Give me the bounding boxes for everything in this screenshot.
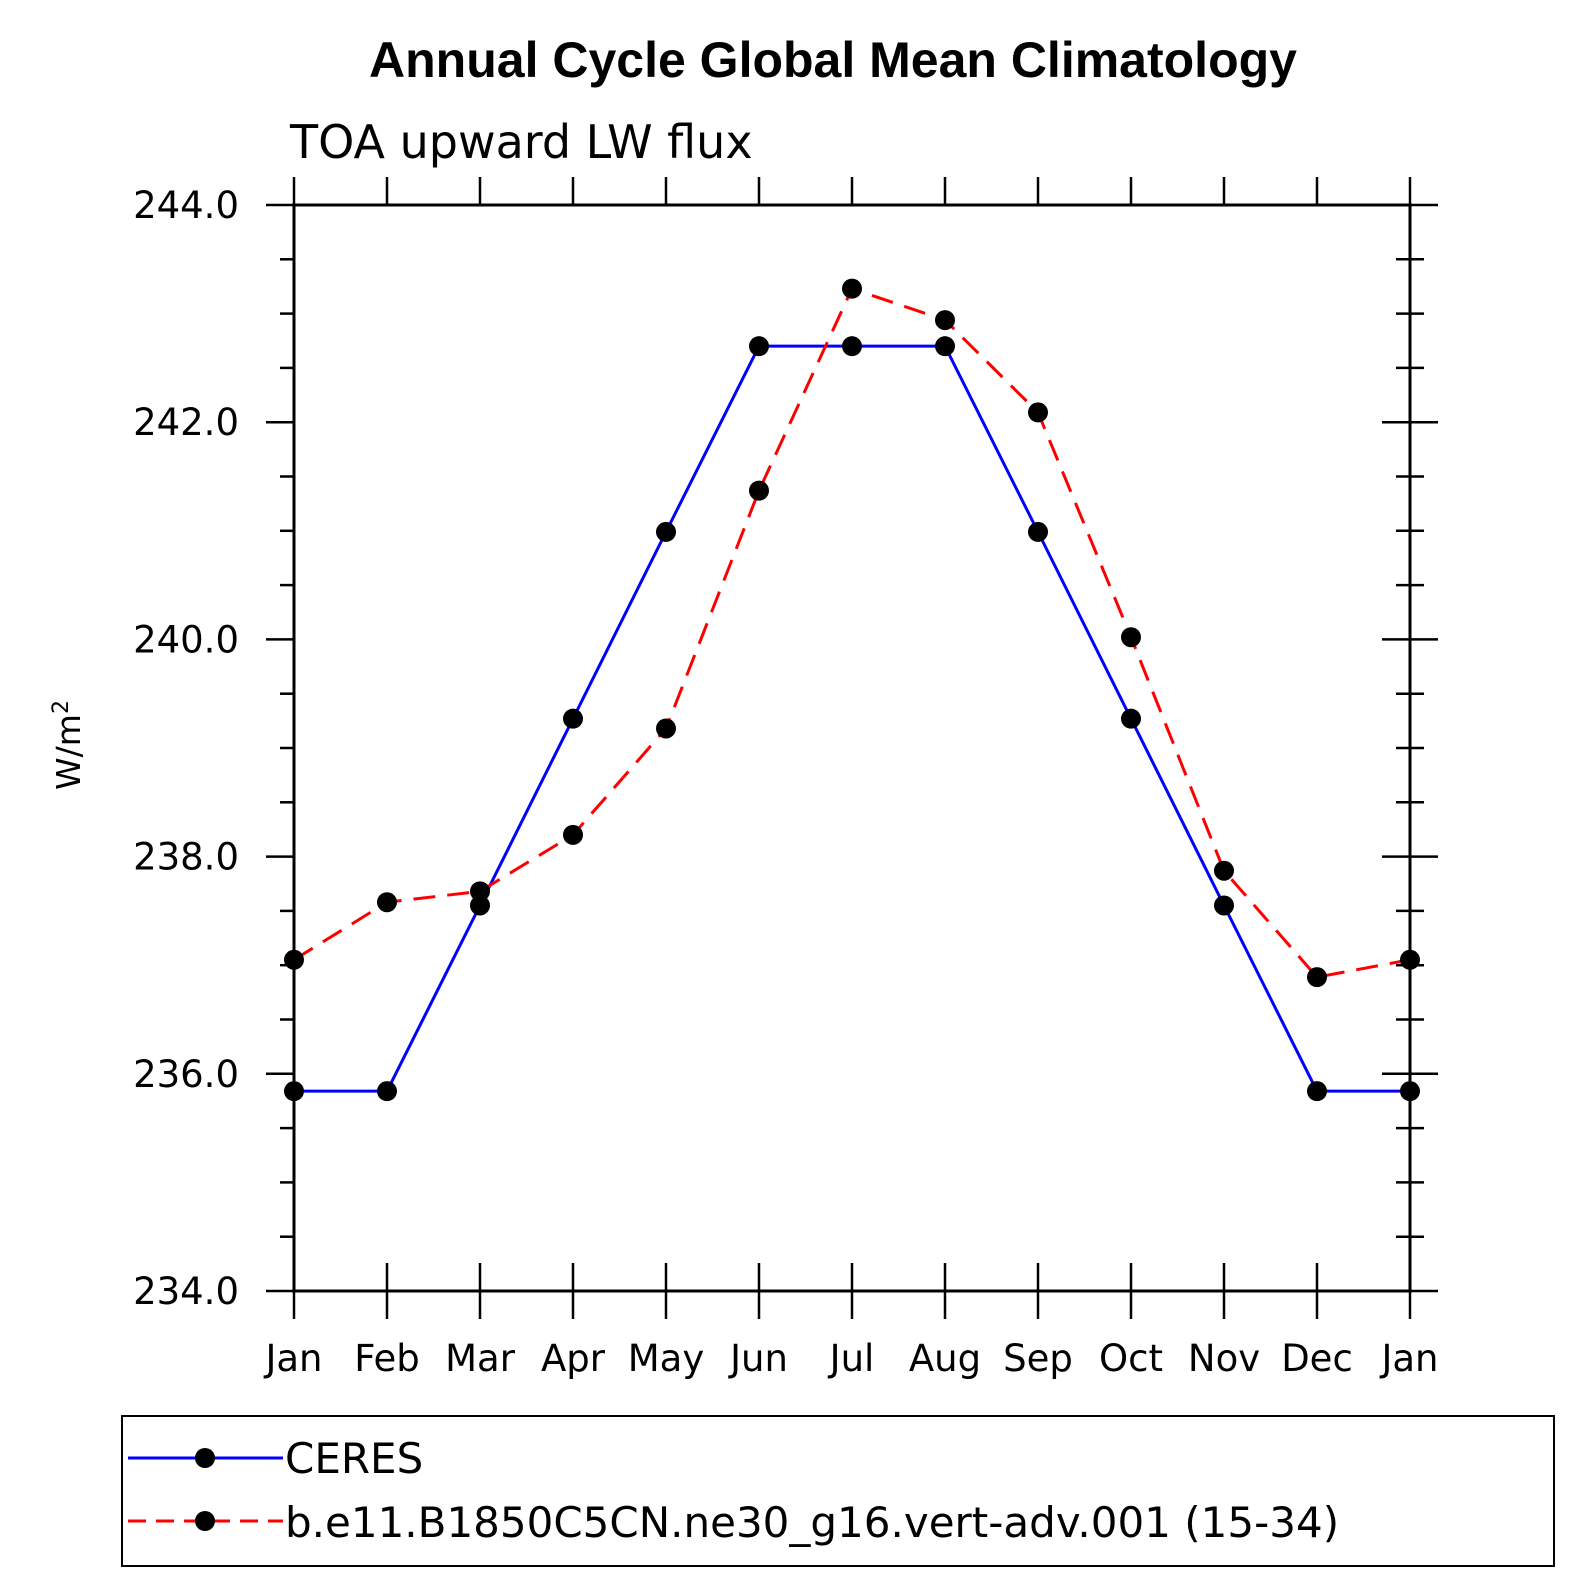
series-lines (293, 287, 1411, 1093)
x-tick-label: Jan (263, 1337, 322, 1380)
plot-frame (292, 203, 1412, 1293)
data-point-series-1 (1121, 627, 1141, 648)
data-point-series-1 (1400, 949, 1420, 970)
chart-subtitle: TOA upward LW flux (289, 115, 753, 169)
x-tick-labels: Jan Feb Mar Apr May Jun Jul Aug Sep Oct Nov Dec Jan (263, 1337, 1438, 1380)
x-tick-label: Jan (1379, 1337, 1438, 1380)
legend-label-ceres: CERES (285, 1434, 423, 1483)
data-point-series-0 (284, 1081, 304, 1102)
data-point-series-1 (563, 824, 583, 845)
data-point-series-0 (563, 708, 583, 729)
data-point-series-0 (377, 1081, 397, 1102)
x-tick-label: Sep (1003, 1337, 1073, 1380)
data-point-series-1 (1028, 402, 1048, 423)
data-point-series-0 (1028, 521, 1048, 542)
data-point-series-0 (1214, 895, 1234, 916)
y-axis-label: W/m2 (49, 700, 88, 790)
legend-marker-ceres (195, 1448, 215, 1468)
legend-marker-model (195, 1511, 215, 1531)
y-tick-label: 240.0 (133, 618, 239, 661)
data-point-series-0 (749, 336, 769, 357)
plot-axes (266, 177, 1438, 1319)
x-tick-label: Dec (1281, 1337, 1353, 1380)
x-tick-label: Nov (1188, 1337, 1260, 1380)
data-point-series-0 (1121, 708, 1141, 729)
x-tick-label: Jul (828, 1337, 875, 1380)
data-point-series-1 (1307, 967, 1327, 988)
chart-title: Annual Cycle Global Mean Climatology (369, 32, 1297, 88)
data-point-series-1 (377, 892, 397, 913)
data-point-series-0 (1400, 1081, 1420, 1102)
x-tick-label: Apr (541, 1337, 606, 1380)
y-tick-label: 238.0 (133, 836, 239, 879)
legend-box (121, 1415, 1555, 1567)
series-line-0 (294, 344, 1410, 1093)
data-point-series-1 (470, 881, 490, 902)
y-tick-label: 236.0 (133, 1053, 239, 1096)
y-tick-label: 244.0 (133, 184, 239, 227)
series-line-1 (293, 287, 1411, 979)
x-tick-label: Feb (354, 1337, 420, 1380)
data-point-series-0 (842, 336, 862, 357)
x-tick-label: May (628, 1337, 705, 1380)
data-point-series-1 (1214, 860, 1234, 881)
data-point-series-1 (935, 310, 955, 331)
data-point-series-1 (842, 278, 862, 299)
series-points (284, 278, 1420, 1102)
x-tick-label: Mar (445, 1337, 516, 1380)
x-tick-label: Aug (909, 1337, 981, 1380)
data-point-series-1 (749, 480, 769, 501)
x-tick-label: Jun (728, 1337, 788, 1380)
data-point-series-1 (656, 718, 676, 739)
x-tick-label: Oct (1099, 1337, 1163, 1380)
data-point-series-1 (284, 949, 304, 970)
data-point-series-0 (470, 895, 490, 916)
y-tick-labels: 234.0 236.0 238.0 240.0 242.0 244.0 (133, 184, 239, 1313)
data-point-series-0 (1307, 1081, 1327, 1102)
y-tick-label: 242.0 (133, 401, 239, 444)
data-point-series-0 (656, 521, 676, 542)
y-axis-label-superscript: 2 (49, 700, 74, 714)
y-tick-label: 234.0 (133, 1270, 239, 1313)
legend: CERES b.e11.B1850C5CN.ne30_g16.vert-adv.… (121, 1415, 1555, 1567)
legend-label-model: b.e11.B1850C5CN.ne30_g16.vert-adv.001 (1… (285, 1498, 1339, 1547)
data-point-series-0 (935, 336, 955, 357)
